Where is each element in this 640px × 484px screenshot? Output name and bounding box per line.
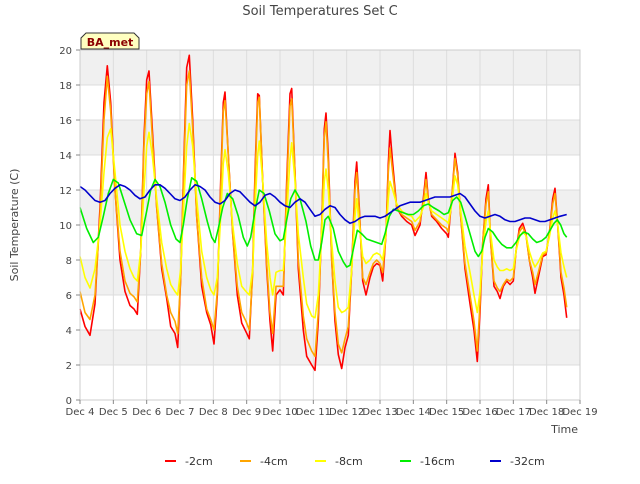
plot-band xyxy=(80,85,580,120)
series-line-16cm xyxy=(79,177,568,268)
plot-band xyxy=(80,120,580,155)
x-tick-label: Dec 4 xyxy=(66,407,95,418)
y-tick-label: 20 xyxy=(59,46,72,57)
y-tick-label: 2 xyxy=(66,361,72,372)
x-axis-label: Time xyxy=(550,423,578,436)
x-tick-label: Dec 18 xyxy=(529,407,564,418)
x-tick-label: Dec 13 xyxy=(362,407,397,418)
x-tick-label: Dec 17 xyxy=(496,407,531,418)
plot-band xyxy=(80,50,580,85)
y-tick-label: 14 xyxy=(59,151,72,162)
y-axis-label: Soil Temperature (C) xyxy=(8,169,21,282)
series-line-4cm xyxy=(79,70,568,358)
y-tick-label: 18 xyxy=(59,81,72,92)
legend-label: -2cm xyxy=(185,455,213,468)
x-axis-ticks: Dec 4 Dec 5 Dec 6 Dec 7 Dec 8 Dec 9 Dec 10Dec … xyxy=(66,400,598,418)
legend-label: -32cm xyxy=(510,455,545,468)
chart-title: Soil Temperatures Set C xyxy=(242,4,397,19)
y-tick-label: 0 xyxy=(66,396,72,407)
x-tick-label: Dec 14 xyxy=(396,407,431,418)
series-lines xyxy=(79,54,568,372)
legend-label: -8cm xyxy=(335,455,363,468)
x-tick-label: Dec 16 xyxy=(462,407,497,418)
y-axis-ticks: 0 2 4 6 8 10 12 14 16 18 20 xyxy=(59,46,80,407)
series-line-32cm xyxy=(79,184,567,225)
x-tick-label: Dec 6 xyxy=(132,407,161,418)
y-tick-label: 16 xyxy=(59,116,72,127)
y-tick-label: 8 xyxy=(66,256,72,267)
x-tick-label: Dec 12 xyxy=(329,407,364,418)
legend-label: -4cm xyxy=(260,455,288,468)
y-tick-label: 12 xyxy=(59,186,72,197)
plot-band xyxy=(80,365,580,400)
x-tick-label: Dec 9 xyxy=(232,407,261,418)
badge-shape xyxy=(80,32,140,50)
y-tick-label: 10 xyxy=(59,221,72,232)
y-tick-label: 4 xyxy=(66,326,72,337)
station-badge: BA_met xyxy=(80,32,140,50)
plot-band xyxy=(80,330,580,365)
series-line-8cm xyxy=(79,122,568,319)
x-tick-label: Dec 7 xyxy=(166,407,195,418)
plot-band xyxy=(80,295,580,330)
x-tick-label: Dec 15 xyxy=(429,407,464,418)
badge-label: BA_met xyxy=(87,36,134,49)
x-tick-label: Dec 5 xyxy=(99,407,128,418)
y-tick-label: 6 xyxy=(66,291,72,302)
x-tick-label: Dec 19 xyxy=(562,407,597,418)
legend-label: -16cm xyxy=(420,455,455,468)
legend: -2cm -4cm -8cm -16cm -32cm xyxy=(165,455,545,468)
x-tick-label: Dec 10 xyxy=(262,407,297,418)
plot-band xyxy=(80,260,580,295)
x-tick-label: Dec 11 xyxy=(296,407,331,418)
x-tick-label: Dec 8 xyxy=(199,407,228,418)
